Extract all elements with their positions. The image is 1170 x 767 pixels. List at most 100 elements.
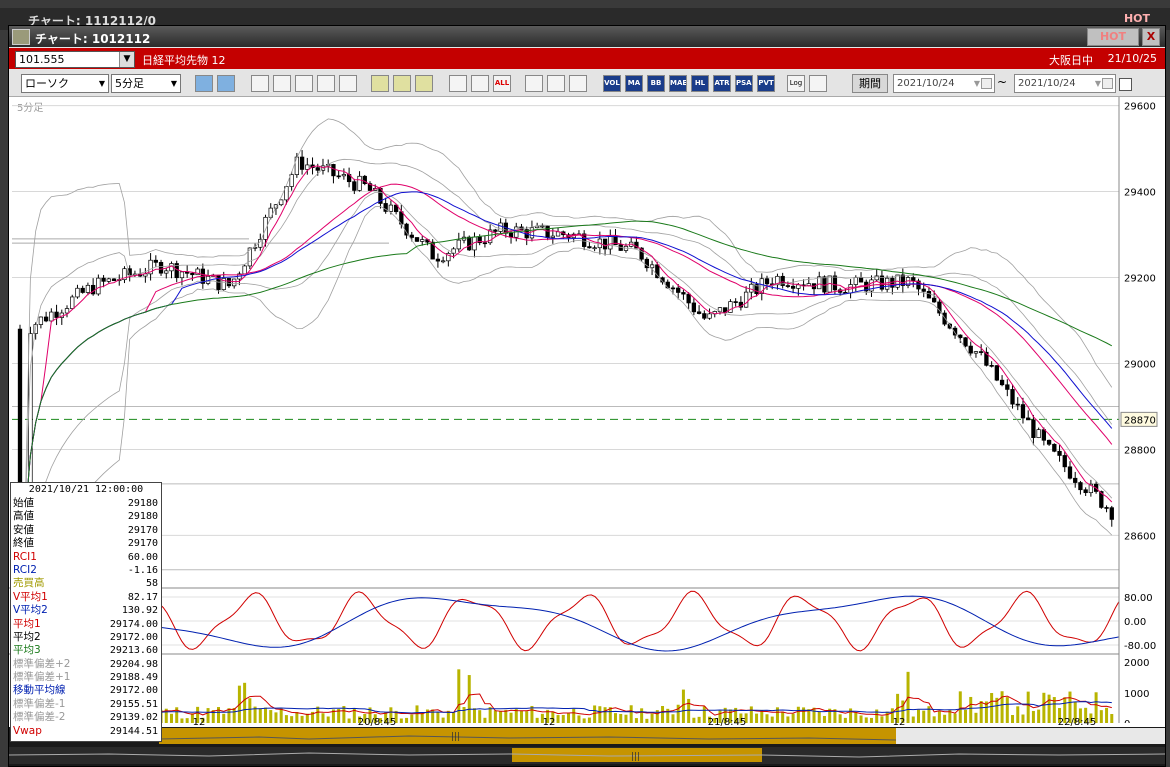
zoom-icon[interactable]	[273, 75, 291, 92]
brush-icon[interactable]	[547, 75, 565, 92]
atr-icon[interactable]: ATR	[713, 75, 731, 92]
bb-icon[interactable]: BB	[647, 75, 665, 92]
hot-button[interactable]: HOT	[1087, 28, 1139, 46]
calendar-icon[interactable]	[1102, 78, 1113, 89]
volume-bar	[399, 718, 403, 723]
search-icon[interactable]	[195, 75, 213, 92]
candle	[670, 287, 676, 290]
candle	[179, 271, 185, 279]
volume-bar	[394, 710, 398, 723]
volume-bar	[791, 713, 795, 723]
cursor-tool-icon[interactable]	[393, 75, 411, 92]
volume-bar	[493, 710, 497, 723]
code-combobox[interactable]: 101.555 ▼	[15, 51, 135, 68]
candle	[947, 323, 952, 329]
period-button[interactable]: 期間	[852, 74, 888, 93]
candle	[707, 313, 712, 319]
volume-bar	[1058, 708, 1062, 723]
candle	[106, 278, 111, 282]
info-icon[interactable]	[339, 75, 357, 92]
volume-bar	[911, 716, 915, 723]
chevron-down-icon[interactable]: ▼	[973, 79, 980, 88]
color-icon[interactable]	[569, 75, 587, 92]
window-titlebar[interactable]: チャート: 1012112 HOT X	[9, 26, 1165, 47]
chevron-down-icon[interactable]: ▼	[98, 79, 106, 88]
volume-bar	[373, 714, 377, 723]
navigator-bar[interactable]: ||| |||	[9, 727, 1165, 766]
data-value: 130.92	[121, 605, 158, 617]
all-icon[interactable]: ALL	[493, 75, 511, 92]
vol-icon[interactable]: VOL	[603, 75, 621, 92]
period-select[interactable]: 5分足 ▼	[111, 74, 181, 93]
candle	[676, 287, 681, 293]
option-checkbox[interactable]	[1119, 78, 1132, 91]
volume-bar	[206, 708, 210, 723]
mae-icon[interactable]: MAE	[669, 75, 687, 92]
candle	[498, 222, 503, 232]
candle-icon[interactable]	[449, 75, 467, 92]
hl-icon[interactable]: HL	[691, 75, 709, 92]
volume-bar	[629, 705, 633, 723]
time-tick-label: 21/8:45	[708, 717, 747, 727]
date-to-value: 2021/10/24	[1018, 78, 1076, 89]
candle	[785, 285, 791, 287]
rci-tick-label: 80.00	[1124, 593, 1153, 604]
psar-icon[interactable]: PSAR	[735, 75, 753, 92]
volume-bar	[634, 718, 638, 723]
bollinger-upper-1	[20, 158, 1113, 513]
chevron-down-icon[interactable]: ▼	[1094, 79, 1101, 88]
volume-bar	[671, 714, 675, 723]
data-value: 29180	[127, 498, 158, 509]
date-from-input[interactable]: 2021/10/24 ▼	[893, 74, 995, 93]
log-icon[interactable]: Log	[787, 75, 805, 92]
volume-bar	[337, 708, 341, 723]
data-label: 標準偏差+1	[13, 671, 71, 684]
settings-icon[interactable]	[525, 75, 543, 92]
candle	[101, 277, 106, 282]
split-icon[interactable]	[317, 75, 335, 92]
candle	[968, 345, 973, 354]
volume-bar	[279, 708, 283, 723]
chart-type-select[interactable]: ローソク ▼	[21, 74, 109, 93]
candle	[1010, 389, 1015, 405]
download-icon[interactable]	[251, 75, 269, 92]
volume-bar	[425, 709, 429, 723]
navigator-strip[interactable]: ||| |||	[9, 727, 1165, 766]
volume-bar	[472, 708, 476, 723]
navigator-range-lower[interactable]	[512, 748, 762, 762]
candle	[743, 291, 749, 308]
compare-icon[interactable]	[295, 75, 313, 92]
volume-bar	[1052, 697, 1056, 723]
chevron-down-icon[interactable]: ▼	[170, 79, 178, 88]
code-value: 101.555	[19, 53, 65, 66]
volume-bar	[457, 669, 461, 723]
price-chart[interactable]: 5分足 29600 29400 29200 29000 28800 28600 28870 8…	[9, 97, 1165, 727]
data-value: 29204.98	[109, 658, 158, 670]
candle	[780, 275, 785, 286]
grip-icon[interactable]: |||	[631, 752, 640, 762]
volume-bar	[525, 711, 529, 723]
crosshair-icon[interactable]	[217, 75, 235, 92]
pvt-icon[interactable]: PVT	[757, 75, 775, 92]
data-row: 平均2 29172.00	[11, 631, 161, 644]
line-tool-icon[interactable]	[371, 75, 389, 92]
arrow-tool-icon[interactable]	[415, 75, 433, 92]
candle	[487, 229, 493, 244]
volume-bar	[697, 716, 701, 723]
close-button[interactable]: X	[1142, 28, 1160, 46]
navigator-range-upper[interactable]	[159, 728, 896, 744]
data-row: 標準偏差-1 29155.51	[11, 698, 161, 711]
chevron-down-icon[interactable]: ▼	[119, 52, 134, 67]
data-value: 29170	[127, 538, 158, 550]
volume-bar	[833, 709, 837, 723]
data-label: V平均2	[13, 604, 48, 617]
save-icon[interactable]	[809, 75, 827, 92]
candle	[190, 272, 195, 276]
ma-icon[interactable]: MA	[625, 75, 643, 92]
data-row: 平均1 29174.00	[11, 618, 161, 631]
candle2-icon[interactable]	[471, 75, 489, 92]
grip-icon[interactable]: |||	[451, 732, 460, 742]
calendar-icon[interactable]	[981, 78, 992, 89]
date-to-input[interactable]: 2021/10/24 ▼	[1014, 74, 1116, 93]
candle	[733, 301, 738, 303]
